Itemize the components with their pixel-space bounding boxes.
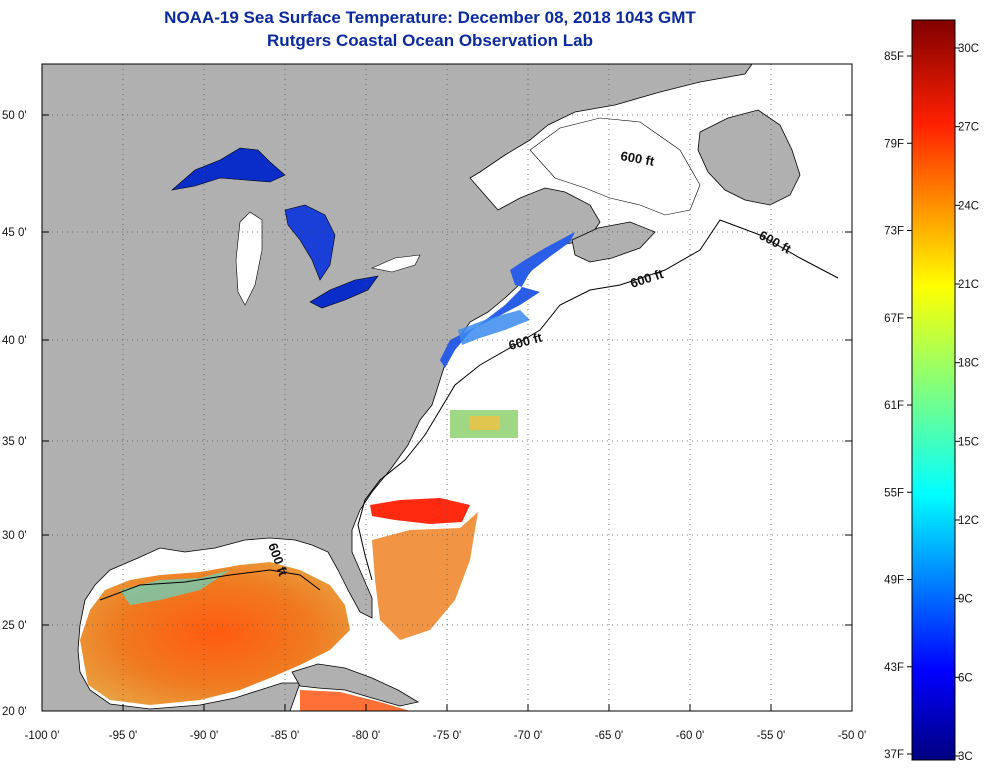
lon-tick-label: -90 0' [190, 730, 218, 742]
lon-tick-label: -65 0' [595, 730, 623, 742]
colorbar-fahrenheit-label: 85F [884, 51, 904, 63]
lon-tick-label: -95 0' [109, 730, 137, 742]
sst-gulf-cool-coast [120, 570, 230, 605]
colorbar-celsius-label: 9C [958, 594, 973, 606]
colorbar-celsius-label: 3C [958, 751, 973, 763]
colorbar-celsius-label: 6C [958, 672, 973, 684]
sst-northeast-cold [440, 232, 575, 368]
lake-superior [170, 147, 286, 191]
lon-tick-label: -85 0' [271, 730, 299, 742]
lake-ontario [371, 254, 421, 273]
colorbar-celsius-label: 15C [958, 436, 979, 448]
lat-tick-label: 30 0' [2, 530, 27, 542]
map-subtitle: Rutgers Coastal Ocean Observation Lab [267, 31, 593, 50]
sst-caribbean [300, 690, 410, 711]
colorbar-fahrenheit-label: 43F [884, 662, 904, 674]
colorbar-celsius-label: 27C [958, 122, 979, 134]
sst-shelf-blue [458, 310, 530, 345]
lat-tick-label: 25 0' [2, 620, 27, 632]
lat-tick-label: 20 0' [2, 706, 27, 718]
land-north-america [41, 63, 753, 712]
colorbar-fahrenheit-label: 67F [884, 313, 904, 325]
colorbar-fahrenheit-label: 79F [884, 138, 904, 150]
colorbar-fahrenheit-label: 37F [884, 749, 904, 761]
colorbar-fahrenheit-label: 55F [884, 487, 904, 499]
land-newfoundland [697, 109, 801, 206]
colorbar [911, 19, 956, 761]
lake-huron [284, 204, 336, 281]
lon-tick-label: -100 0' [25, 730, 60, 742]
graticule [42, 64, 852, 711]
lon-tick-label: -80 0' [352, 730, 380, 742]
lake-erie [309, 275, 379, 309]
colorbar-fahrenheit-label: 61F [884, 400, 904, 412]
lon-tick-label: -75 0' [433, 730, 461, 742]
gulf-st-lawrence [529, 117, 701, 216]
colorbar-ticks: 30C 27C 24C 21C 18C 15C 12C 9C 6C 3C 85F 79F 73F 67F 6… [884, 43, 979, 763]
colorbar-fahrenheit-label: 73F [884, 226, 904, 238]
lon-tick-label: -60 0' [676, 730, 704, 742]
lat-tick-label: 45 0' [2, 227, 27, 239]
colorbar-celsius-label: 21C [958, 279, 979, 291]
longitude-axis: -100 0' -95 0' -90 0' -85 0' -80 0' -75 0' -70… [25, 704, 866, 742]
lon-tick-label: -55 0' [757, 730, 785, 742]
lake-michigan [235, 211, 263, 306]
lat-tick-label: 35 0' [2, 436, 27, 448]
colorbar-celsius-label: 30C [958, 43, 979, 55]
land-cuba [291, 663, 420, 707]
lon-tick-label: -50 0' [838, 730, 866, 742]
map-title: NOAA-19 Sea Surface Temperature: Decembe… [164, 8, 696, 27]
colorbar-celsius-label: 24C [958, 200, 979, 212]
sst-florida-atlantic [372, 512, 478, 640]
colorbar-celsius-label: 18C [958, 358, 979, 370]
lat-tick-label: 40 0' [2, 335, 27, 347]
sst-gulf-stream [370, 498, 470, 524]
lat-tick-label: 50 0' [2, 110, 27, 122]
colorbar-celsius-label: 12C [958, 515, 979, 527]
lon-tick-label: -70 0' [514, 730, 542, 742]
colorbar-fahrenheit-label: 49F [884, 575, 904, 587]
isobath-label: 600 ft [619, 148, 656, 169]
isobath-600ft [357, 219, 839, 581]
latitude-axis: 50 0' 45 0' 40 0' 35 0' 30 0' 25 0' 20 0' [2, 110, 852, 718]
